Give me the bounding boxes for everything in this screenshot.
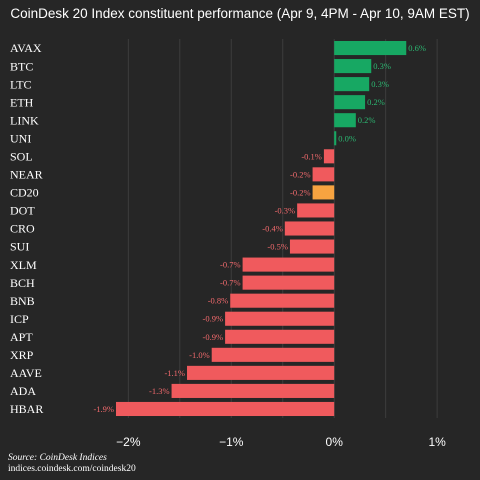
category-label: XLM [10, 258, 37, 272]
bar [312, 185, 335, 200]
category-label: BTC [10, 59, 33, 73]
category-label: AAVE [10, 366, 42, 380]
category-label: BNB [10, 294, 35, 308]
bar [334, 113, 356, 128]
x-axis-ticks: −2% −1% 0% 1% [116, 435, 446, 449]
category-label: DOT [10, 204, 35, 218]
category-label: UNI [10, 131, 31, 145]
chart-title: CoinDesk 20 Index constituent performanc… [10, 6, 470, 21]
bar [297, 203, 335, 218]
bars [115, 40, 407, 417]
bar [334, 77, 370, 92]
bar [312, 167, 335, 182]
category-label: LINK [10, 113, 39, 127]
bar [230, 293, 335, 308]
data-label: -0.7% [220, 260, 241, 270]
data-label: 0.0% [338, 133, 356, 143]
data-label: 0.2% [358, 115, 376, 125]
bar [115, 401, 335, 417]
data-label: -0.1% [301, 151, 322, 161]
labels: AVAX 0.6% BTC 0.3% LTC 0.3% ETH 0.2% LINK 0.2% UNI… [10, 41, 426, 416]
data-label: -0.2% [290, 187, 311, 197]
data-label: -0.8% [208, 296, 229, 306]
category-label: NEAR [10, 168, 43, 182]
category-label: SOL [10, 150, 33, 164]
data-label: -0.5% [267, 242, 288, 252]
bar [171, 383, 335, 398]
x-tick-label: −1% [219, 435, 244, 449]
bar [242, 257, 335, 272]
category-label: LTC [10, 77, 32, 91]
data-label: 0.6% [408, 43, 426, 53]
category-label: AVAX [10, 41, 42, 55]
data-label: -0.3% [275, 205, 296, 215]
source-line-1: Source: CoinDesk Indices [8, 453, 107, 463]
data-label: 0.3% [371, 79, 389, 89]
data-label: -0.7% [220, 278, 241, 288]
category-label: XRP [10, 348, 34, 362]
data-label: -0.9% [203, 314, 224, 324]
bar [211, 347, 335, 362]
bar [284, 221, 335, 236]
category-label: ICP [10, 312, 29, 326]
source-note: Source: CoinDesk Indices indices.coindes… [8, 453, 136, 475]
category-label: BCH [10, 276, 35, 290]
data-label: 0.2% [367, 97, 385, 107]
data-label: -1.3% [149, 386, 170, 396]
data-label: 0.3% [373, 61, 391, 71]
bar [225, 329, 335, 344]
x-tick-label: 1% [428, 435, 446, 449]
data-label: -0.9% [203, 332, 224, 342]
x-tick-label: −2% [116, 435, 141, 449]
category-label: HBAR [10, 402, 43, 416]
data-label: -1.1% [164, 368, 185, 378]
data-label: -1.9% [93, 404, 114, 414]
bar [334, 95, 366, 110]
category-label: CRO [10, 222, 35, 236]
bar [334, 40, 407, 56]
bar [334, 59, 372, 74]
bar [242, 275, 335, 290]
bar [289, 239, 335, 254]
category-label: SUI [10, 240, 29, 254]
bar [334, 131, 337, 146]
data-label: -1.0% [189, 350, 210, 360]
bar [225, 311, 335, 326]
category-label: ETH [10, 95, 34, 109]
bar [187, 365, 335, 380]
source-line-2: indices.coindesk.com/coindesk20 [8, 464, 136, 474]
category-label: CD20 [10, 186, 39, 200]
x-tick-label: 0% [326, 435, 344, 449]
category-label: APT [10, 330, 33, 344]
category-label: ADA [10, 384, 36, 398]
bar [323, 149, 335, 164]
data-label: -0.2% [290, 169, 311, 179]
data-label: -0.4% [262, 224, 283, 234]
